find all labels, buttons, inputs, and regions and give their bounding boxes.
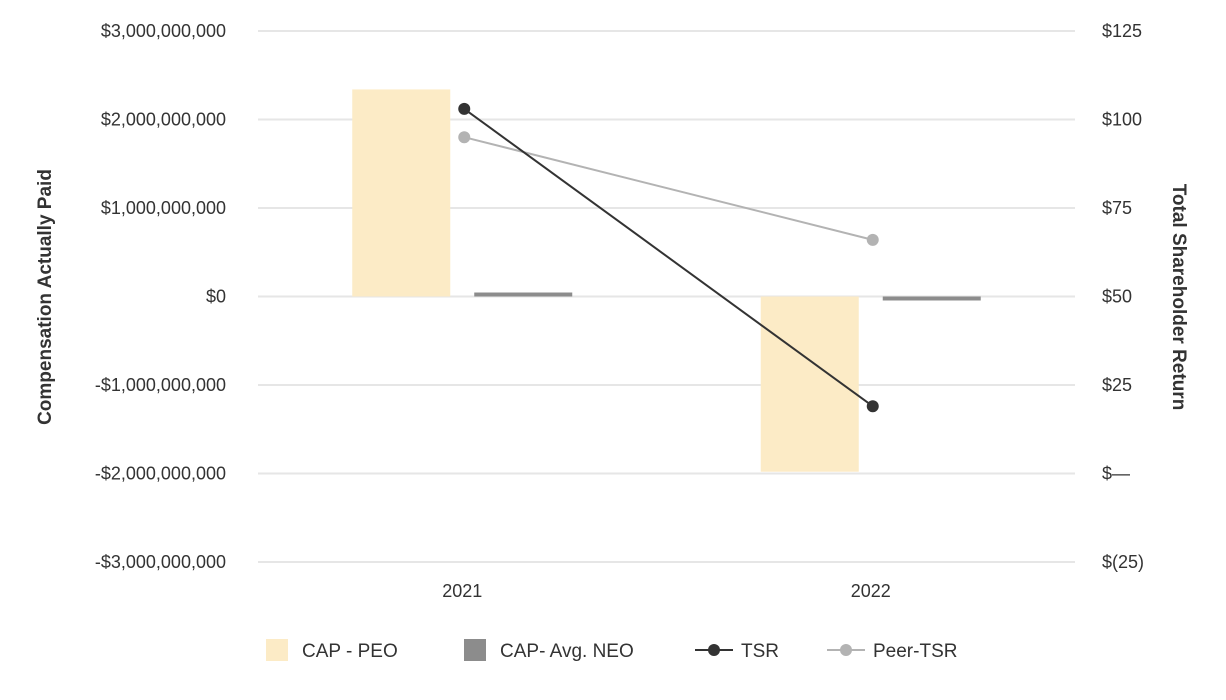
right-tick-label: $125 bbox=[1102, 21, 1142, 41]
x-tick-label: 2022 bbox=[851, 581, 891, 601]
left-tick-label: $3,000,000,000 bbox=[101, 21, 226, 41]
left-tick-label: -$1,000,000,000 bbox=[95, 375, 226, 395]
peer-tsr-line bbox=[464, 136, 873, 241]
bar-cap-avg-neo bbox=[882, 296, 981, 301]
legend-label-peer-tsr: Peer-TSR bbox=[873, 641, 957, 662]
lines bbox=[458, 102, 879, 413]
legend-marker-peer-tsr bbox=[840, 644, 852, 656]
legend-label-cap-avg-neo: CAP- Avg. NEO bbox=[500, 641, 634, 662]
right-tick-label: $100 bbox=[1102, 110, 1142, 130]
tsr-line bbox=[463, 108, 874, 408]
left-axis-title: Compensation Actually Paid bbox=[35, 169, 56, 425]
right-tick-label: $75 bbox=[1102, 198, 1132, 218]
peer-tsr-point bbox=[458, 131, 471, 144]
right-axis-ticks: $125 $100 $75 $50 $25 $— $(25) bbox=[1102, 21, 1144, 572]
tsr-point bbox=[866, 400, 879, 413]
left-tick-label: $0 bbox=[206, 287, 226, 307]
right-axis-title: Total Shareholder Return bbox=[1168, 184, 1189, 411]
legend-swatch-cap-avg-neo bbox=[464, 639, 486, 661]
legend: CAP - PEO CAP- Avg. NEO TSR Peer-TSR bbox=[266, 639, 957, 662]
right-tick-label: $50 bbox=[1102, 287, 1132, 307]
legend-label-tsr: TSR bbox=[741, 641, 779, 662]
left-tick-label: $2,000,000,000 bbox=[101, 110, 226, 130]
bar-cap-avg-neo bbox=[474, 292, 573, 297]
bar-cap-peo bbox=[352, 89, 451, 297]
peer-tsr-point bbox=[866, 233, 879, 246]
bars bbox=[352, 89, 981, 472]
right-tick-label: $— bbox=[1102, 464, 1130, 484]
x-tick-label: 2021 bbox=[442, 581, 482, 601]
legend-marker-tsr bbox=[708, 644, 720, 656]
right-tick-label: $25 bbox=[1102, 375, 1132, 395]
left-tick-label: $1,000,000,000 bbox=[101, 198, 226, 218]
legend-swatch-cap-peo bbox=[266, 639, 288, 661]
x-axis-ticks: 2021 2022 bbox=[442, 581, 891, 601]
tsr-point bbox=[458, 102, 471, 115]
left-tick-label: -$2,000,000,000 bbox=[95, 464, 226, 484]
left-tick-label: -$3,000,000,000 bbox=[95, 552, 226, 572]
left-axis-ticks: $3,000,000,000 $2,000,000,000 $1,000,000,0… bbox=[95, 21, 226, 572]
right-tick-label: $(25) bbox=[1102, 552, 1144, 572]
legend-label-cap-peo: CAP - PEO bbox=[302, 641, 398, 662]
